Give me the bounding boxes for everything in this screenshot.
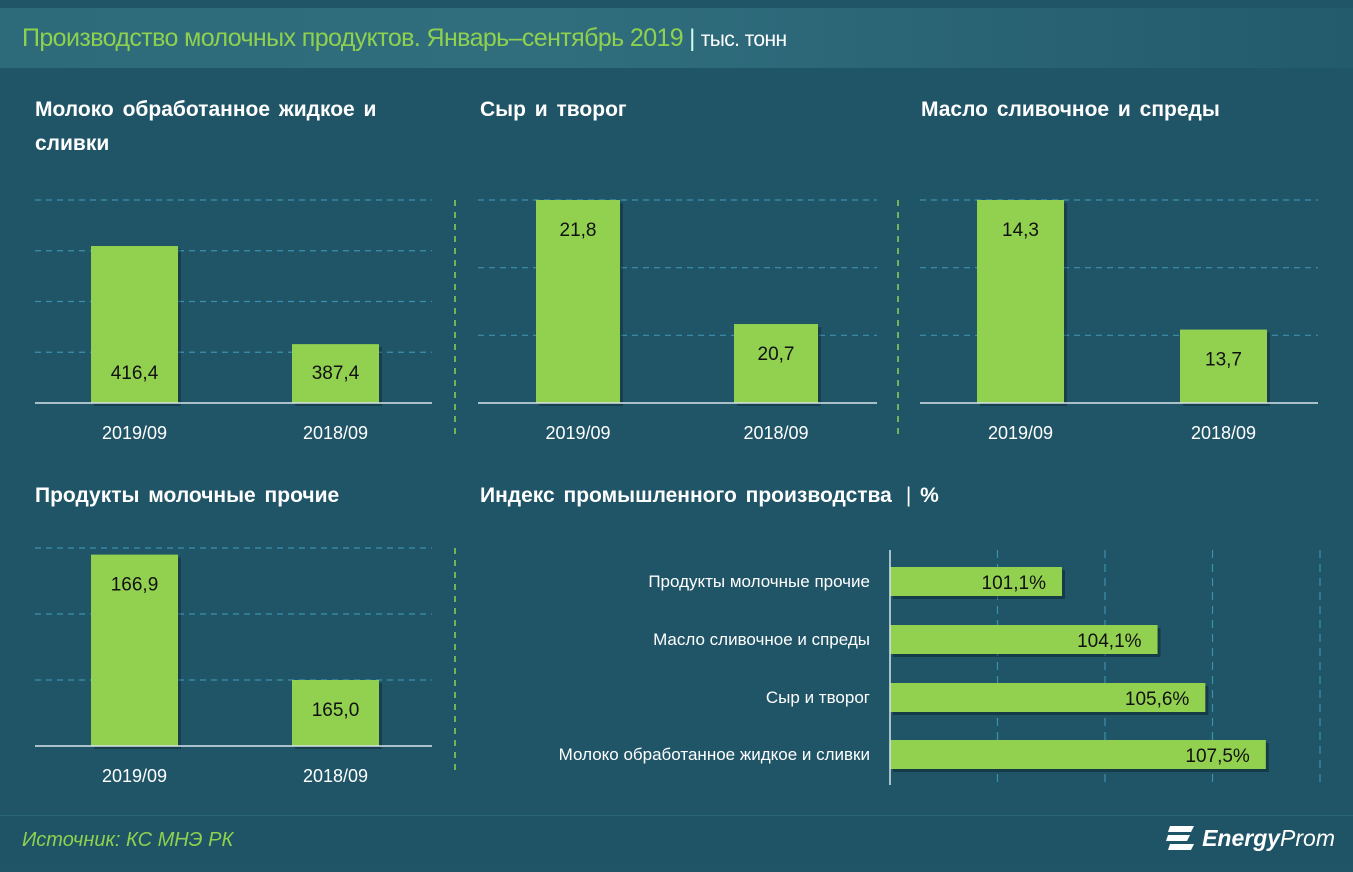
x-tick-label: 2019/09 <box>102 423 167 443</box>
x-tick-label: 2018/09 <box>303 423 368 443</box>
data-label: 387,4 <box>312 363 360 384</box>
data-label: 101,1% <box>982 573 1047 594</box>
page-title: Производство молочных продуктов. Январь–… <box>22 24 787 53</box>
panel-title-butter: Масло сливочное и спреды <box>921 98 1220 121</box>
energyprom-logo: EnergyProm <box>1166 824 1335 852</box>
bar-2019/09 <box>977 200 1064 403</box>
panel-title-milk: Молоко обработанное жидкое и сливки <box>35 98 377 155</box>
x-tick-label: 2019/09 <box>988 423 1053 443</box>
bar-index <box>890 740 1266 769</box>
x-tick-label: 2018/09 <box>743 423 808 443</box>
x-tick-label: 2018/09 <box>1191 423 1256 443</box>
y-tick-label: Сыр и творог <box>766 688 870 707</box>
bar-2018/09 <box>292 344 379 403</box>
bar-index <box>890 625 1158 654</box>
x-tick-label: 2019/09 <box>102 766 167 786</box>
data-label: 165,0 <box>312 700 360 721</box>
bar-index <box>890 683 1206 712</box>
index-unit: % <box>920 484 939 507</box>
logo-icon <box>1166 826 1195 850</box>
bar-2019/09 <box>536 200 620 403</box>
bar-2018/09 <box>292 680 379 746</box>
data-label: 20,7 <box>758 344 795 365</box>
bar-index <box>890 567 1062 596</box>
bar-2019/09 <box>91 246 178 403</box>
bar-2019/09 <box>91 554 178 746</box>
bar-2018/09 <box>734 324 818 403</box>
source-text: Источник: КС МНЭ РК <box>22 829 234 851</box>
panel-title-other: Продукты молочные прочие <box>35 484 340 507</box>
data-label: 21,8 <box>560 220 597 241</box>
data-label: 14,3 <box>1002 220 1039 241</box>
header: Производство молочных продуктов. Январь–… <box>0 8 1353 68</box>
data-label: 416,4 <box>111 363 159 384</box>
title-separator: | <box>689 25 695 52</box>
data-label: 166,9 <box>111 575 159 596</box>
index-title-text: Индекс промышленного производства <box>480 484 892 507</box>
bar-2018/09 <box>1180 329 1267 403</box>
data-label: 104,1% <box>1077 631 1142 652</box>
data-label: 105,6% <box>1125 689 1190 710</box>
data-label: 13,7 <box>1205 350 1242 371</box>
y-tick-label: Продукты молочные прочие <box>648 572 870 591</box>
panel-title-cheese: Сыр и творог <box>480 98 627 121</box>
y-tick-label: Молоко обработанное жидкое и сливки <box>559 745 870 764</box>
y-tick-label: Масло сливочное и спреды <box>653 630 870 649</box>
x-tick-label: 2019/09 <box>545 423 610 443</box>
footer: Источник: КС МНЭ РК EnergyProm <box>0 815 1353 864</box>
data-label: 107,5% <box>1185 746 1250 767</box>
unit-text: тыс. тонн <box>700 28 787 51</box>
x-tick-label: 2018/09 <box>303 766 368 786</box>
title-text: Производство молочных продуктов. Январь–… <box>22 24 684 52</box>
panel-title-index: Индекс промышленного производства | % <box>480 484 939 507</box>
